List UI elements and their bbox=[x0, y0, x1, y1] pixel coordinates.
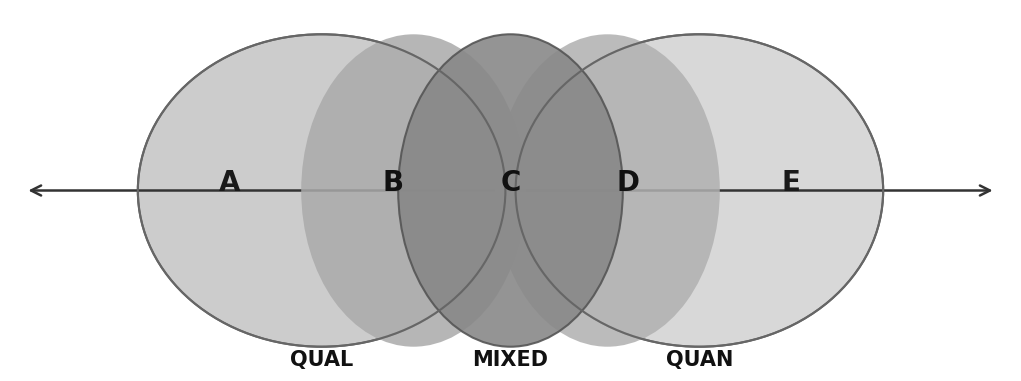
Ellipse shape bbox=[301, 34, 526, 347]
Ellipse shape bbox=[516, 34, 883, 347]
Ellipse shape bbox=[398, 34, 623, 347]
Text: B: B bbox=[383, 169, 403, 197]
Ellipse shape bbox=[138, 34, 505, 347]
Text: D: D bbox=[617, 169, 639, 197]
Text: MIXED: MIXED bbox=[473, 350, 548, 370]
Text: QUAL: QUAL bbox=[290, 350, 353, 370]
Text: QUAN: QUAN bbox=[666, 350, 733, 370]
Text: E: E bbox=[782, 169, 800, 197]
Text: C: C bbox=[500, 169, 521, 197]
Text: A: A bbox=[218, 169, 241, 197]
Ellipse shape bbox=[495, 34, 720, 347]
